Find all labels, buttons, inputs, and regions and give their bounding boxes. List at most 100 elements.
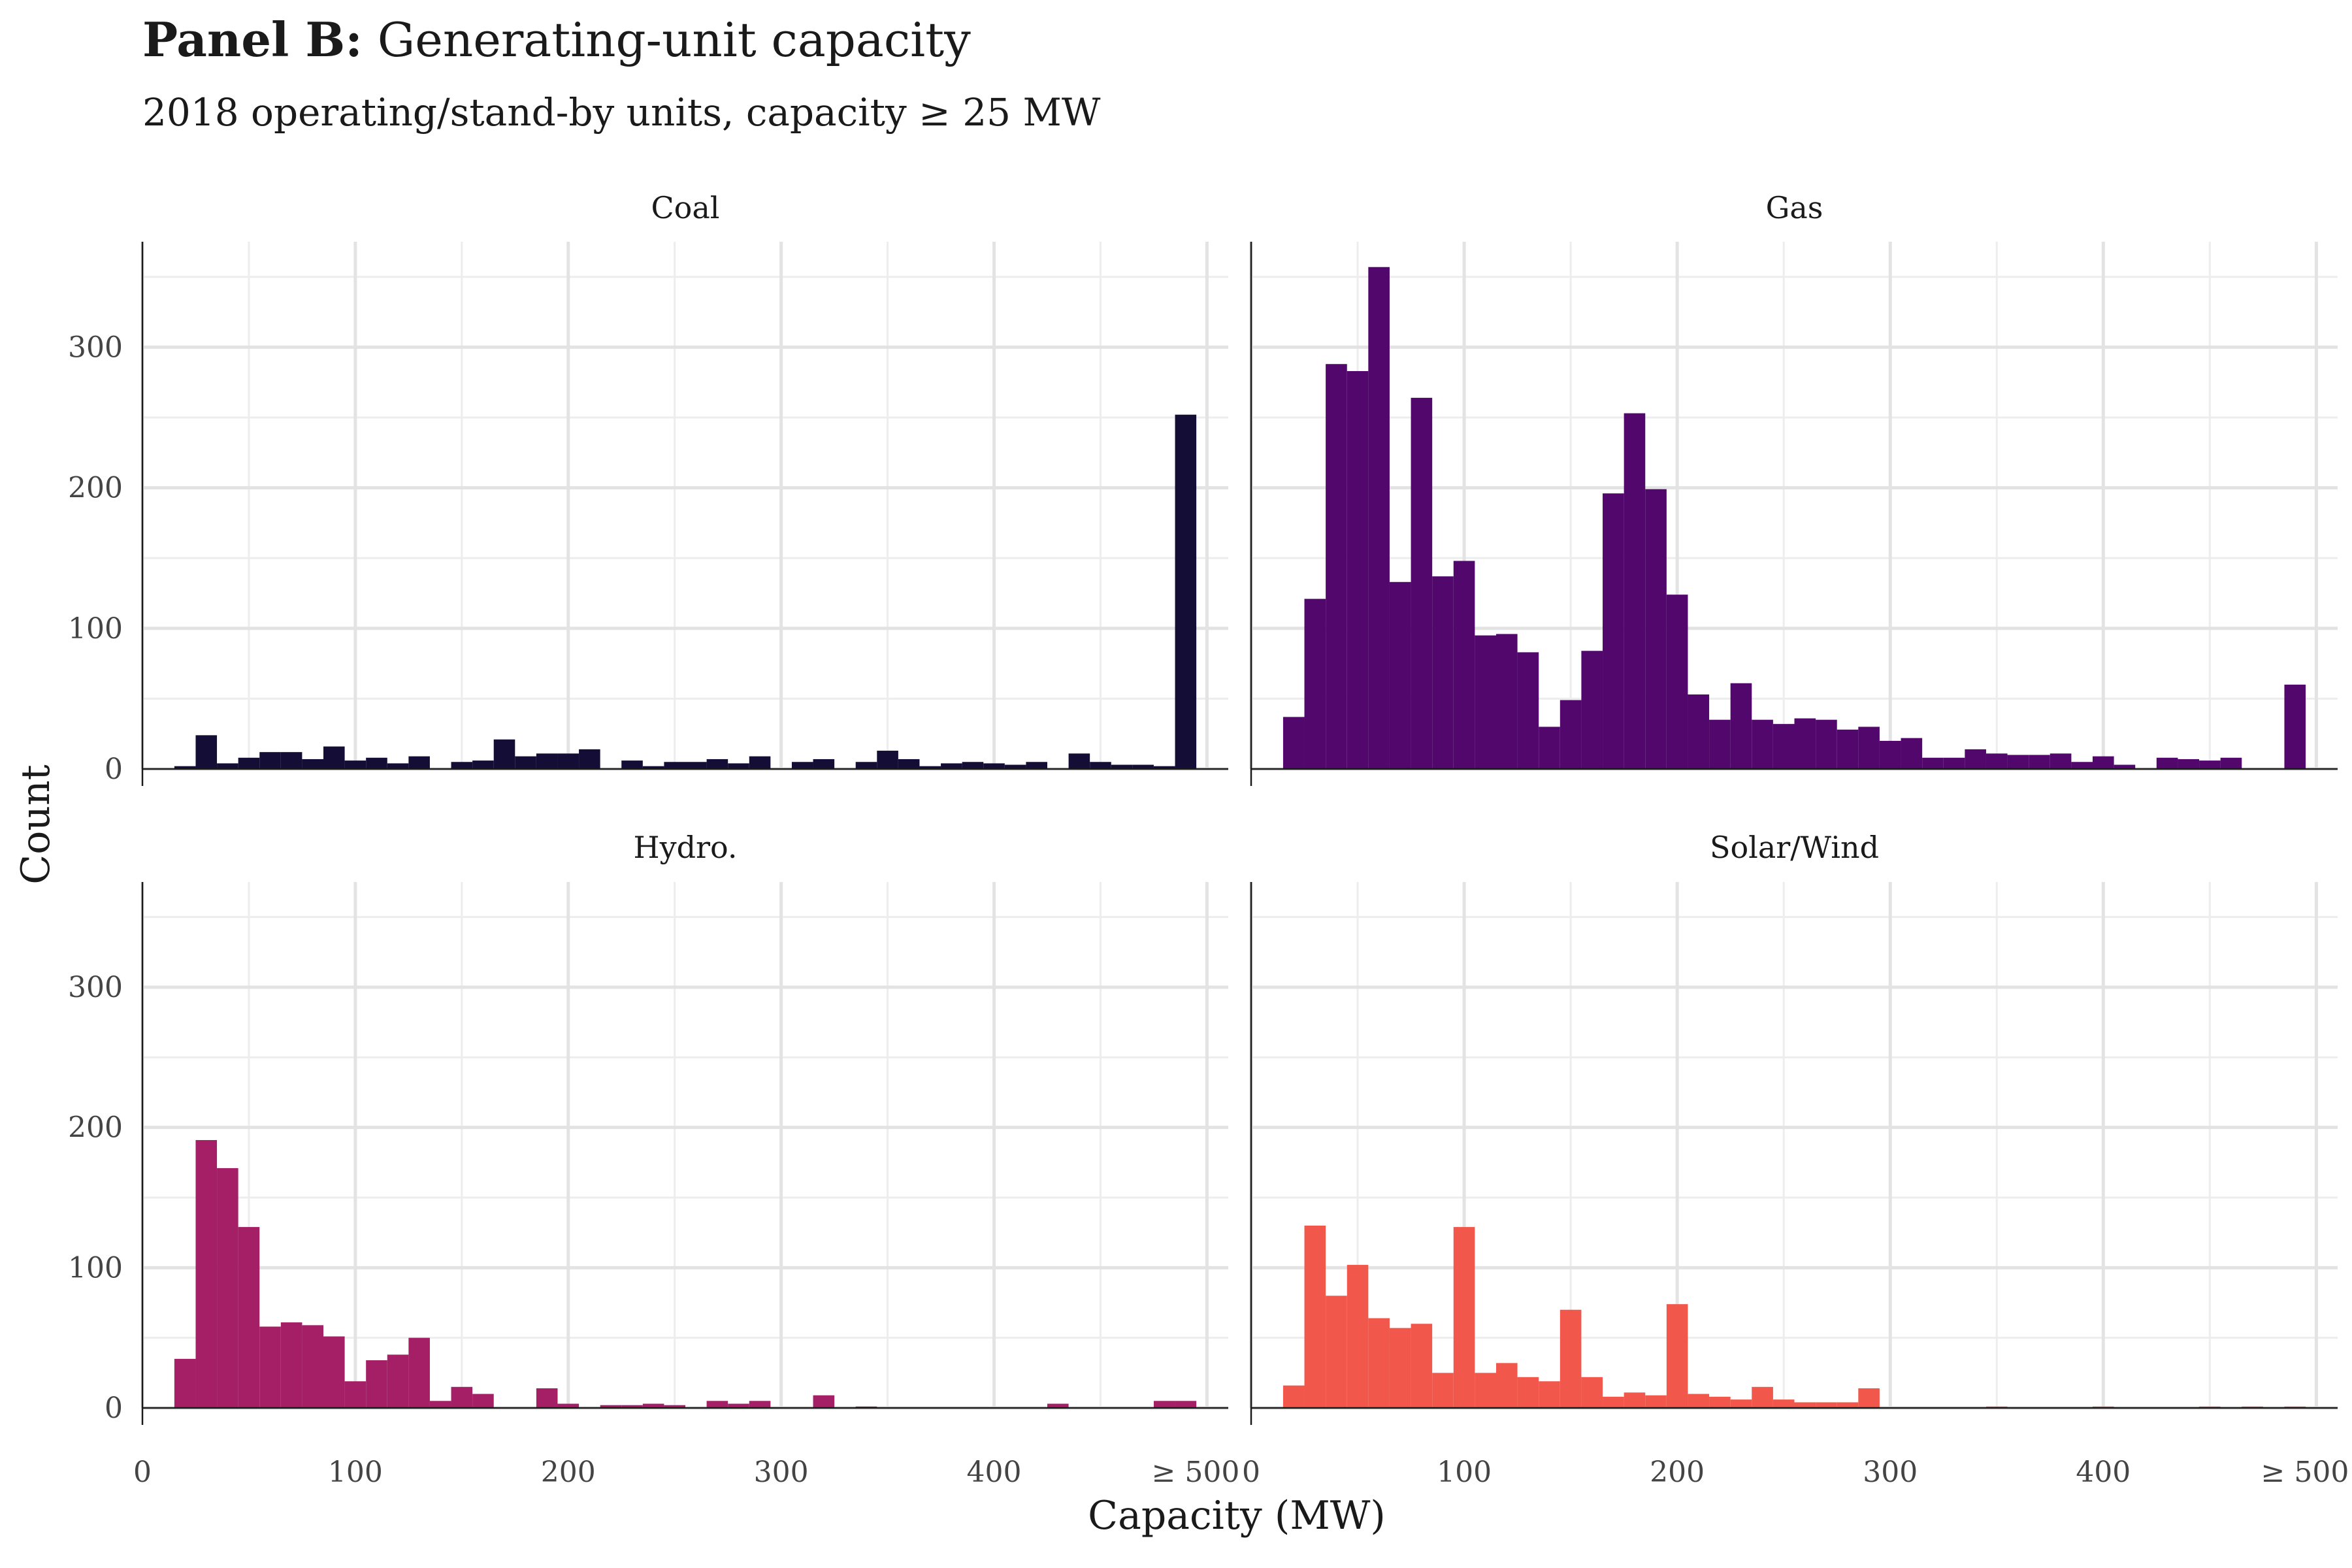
facet-label-coal: Coal [651,190,719,225]
x-tick-label: 400 [2076,1456,2131,1489]
bar-coal [1090,762,1111,769]
bar-gas [1985,753,2008,769]
x-tick-label: ≥ 500 [1152,1456,1240,1489]
bar-coal [408,756,430,769]
bar-hydro [1047,1403,1069,1408]
bar-coal [174,766,196,769]
bar-gas [1922,757,1944,769]
bar-hydro [259,1326,281,1408]
bar-hydro [366,1360,387,1408]
bar-hydro [557,1403,580,1408]
bar-gas [1624,413,1646,769]
bar-solar-wind [1752,1386,1773,1408]
bar-hydro [706,1401,728,1408]
bar-coal [855,762,877,769]
bar-coal [1068,753,1090,769]
bar-hydro [323,1336,345,1408]
bar-solar-wind [1666,1304,1688,1408]
bar-solar-wind [1475,1373,1496,1408]
bar-hydro [1153,1401,1175,1408]
bar-coal [515,756,536,769]
bar-coal [217,763,238,769]
y-tick-label: 300 [68,331,123,364]
bar-solar-wind [1581,1377,1603,1408]
x-tick-label: 100 [1437,1456,1492,1489]
bar-solar-wind [1624,1392,1646,1408]
y-axis-title: Count [13,764,59,884]
bar-hydro [238,1227,260,1408]
bar-gas [1475,635,1496,769]
bar-coal [706,759,728,769]
bar-hydro [195,1139,218,1408]
bar-gas [2156,757,2178,769]
bar-hydro [664,1405,685,1408]
y-tick-label: 200 [68,1111,123,1145]
bar-gas [1965,749,1986,769]
facet-label-gas: Gas [1766,190,1823,225]
bar-coal [941,763,962,769]
bar-gas [1581,651,1603,769]
bar-coal [1175,414,1197,769]
bar-solar-wind [1539,1381,1560,1408]
bar-solar-wind [1688,1394,1710,1408]
bar-gas [1688,694,1710,769]
y-tick-label: 200 [68,472,123,505]
x-tick-label: 0 [133,1456,152,1489]
bar-solar-wind [1411,1324,1433,1408]
bar-hydro [600,1405,622,1408]
bar-solar-wind [1347,1265,1369,1408]
bar-hydro [621,1405,643,1408]
bar-coal [472,760,494,769]
bar-gas [1453,561,1475,769]
bar-coal [983,763,1005,769]
bar-hydro [749,1401,771,1408]
bar-solar-wind [1368,1318,1390,1408]
bar-solar-wind [1282,1385,1305,1408]
bar-coal [387,763,409,769]
y-tick-label: 0 [105,1392,123,1425]
bar-hydro [728,1403,749,1408]
bar-gas [1879,740,1901,769]
bar-coal [1153,766,1175,769]
x-tick-label: 200 [1650,1456,1705,1489]
bar-solar-wind [1603,1396,1624,1408]
bar-coal [621,760,643,769]
bar-gas [1901,738,1923,769]
bar-solar-wind [1304,1225,1326,1408]
bar-coal [1111,764,1133,769]
bar-hydro [429,1401,451,1408]
bar-gas [1858,727,1880,769]
bar-coal [813,759,835,769]
bar-gas [2029,755,2050,769]
bar-hydro [642,1403,664,1408]
bar-gas [2284,684,2306,769]
x-axis-title: Capacity (MW) [1088,1493,1386,1539]
bar-gas [2114,764,2136,769]
bar-hydro [813,1395,835,1408]
bar-gas [1304,598,1326,769]
bar-coal [195,735,218,769]
bar-coal [877,751,898,769]
bar-coal [557,753,580,769]
bar-coal [280,752,302,769]
bar-solar-wind [1453,1227,1475,1408]
bar-gas [1326,364,1347,769]
y-tick-label: 100 [68,1251,123,1284]
bar-gas [1495,634,1518,769]
chart-title-prefix: Panel B: [142,12,363,67]
bar-hydro [174,1358,196,1408]
bar-solar-wind [1432,1373,1454,1408]
bar-gas [1411,397,1433,769]
bar-coal [749,756,771,769]
chart-subtitle: 2018 operating/stand-by units, capacity … [142,90,1101,135]
bar-hydro [217,1168,238,1408]
bar-solar-wind [1858,1388,1880,1408]
bar-solar-wind [1495,1363,1518,1408]
bar-coal [259,752,281,769]
bar-solar-wind [1816,1402,1837,1408]
bar-coal [1132,764,1154,769]
bar-hydro [408,1337,430,1408]
bar-coal [1004,764,1026,769]
bar-coal [919,766,941,769]
bar-coal [302,759,323,769]
